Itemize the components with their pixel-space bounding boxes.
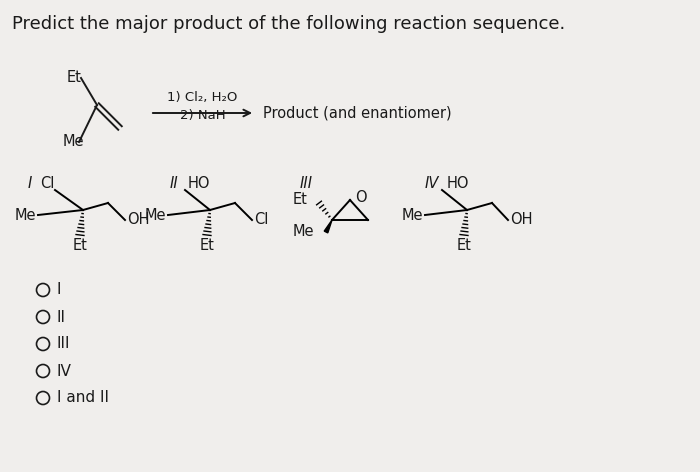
Text: III: III — [57, 337, 71, 352]
Text: I: I — [28, 176, 32, 191]
Text: IV: IV — [425, 176, 440, 191]
Text: HO: HO — [188, 176, 211, 191]
Text: Me: Me — [15, 208, 36, 222]
Text: 1) Cl₂, H₂O: 1) Cl₂, H₂O — [167, 91, 238, 103]
Text: Et: Et — [73, 237, 88, 253]
Text: Me: Me — [63, 135, 85, 150]
Text: O: O — [355, 191, 367, 205]
Text: Cl: Cl — [40, 176, 55, 191]
Text: Et: Et — [292, 193, 307, 208]
Text: Predict the major product of the following reaction sequence.: Predict the major product of the followi… — [12, 15, 566, 33]
Text: II: II — [170, 176, 178, 191]
Text: II: II — [57, 310, 66, 325]
Text: Product (and enantiomer): Product (and enantiomer) — [263, 106, 452, 120]
Text: Cl: Cl — [254, 212, 268, 228]
Polygon shape — [324, 220, 332, 233]
Text: OH: OH — [127, 212, 150, 228]
Text: Et: Et — [199, 237, 214, 253]
Text: I and II: I and II — [57, 390, 109, 405]
Text: I: I — [57, 283, 62, 297]
Text: 2) NaH: 2) NaH — [180, 110, 225, 123]
Text: HO: HO — [447, 176, 470, 191]
Text: Me: Me — [402, 208, 423, 222]
Text: IV: IV — [57, 363, 72, 379]
Text: III: III — [300, 176, 313, 191]
Text: Me: Me — [293, 225, 314, 239]
Text: Et: Et — [456, 237, 471, 253]
Text: Et: Et — [67, 70, 82, 85]
Text: OH: OH — [510, 212, 533, 228]
Text: Me: Me — [144, 208, 166, 222]
